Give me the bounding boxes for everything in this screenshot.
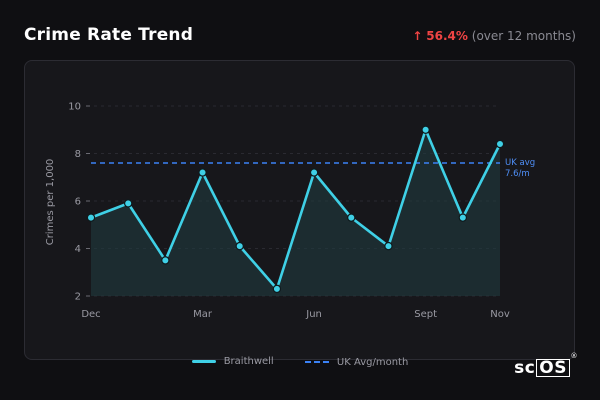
series-line-braithwell: [89, 128, 502, 291]
x-tick-label: Jun: [305, 309, 322, 320]
trend-period-note: (over 12 months): [471, 29, 576, 43]
data-point[interactable]: [235, 241, 244, 251]
scos-logo: sc OS ®: [514, 352, 577, 378]
x-tick-label: Dec: [81, 309, 100, 320]
legend-item-braithwell[interactable]: Braithwell: [191, 356, 274, 367]
registered-mark-icon: ®: [570, 352, 578, 360]
legend-item-uk-avg[interactable]: UK Avg/month: [304, 356, 409, 368]
data-point[interactable]: [458, 213, 468, 222]
trend-summary: ↑ 56.4% (over 12 months): [412, 29, 576, 43]
data-point[interactable]: [309, 168, 319, 177]
data-point[interactable]: [161, 256, 170, 265]
logo-text: sc: [514, 358, 536, 378]
y-tick-label: 10: [68, 102, 81, 113]
data-point[interactable]: [421, 125, 430, 134]
series-area-fill: [91, 129, 500, 296]
chart-legend: Braithwell UK Avg/month: [0, 355, 600, 368]
data-point[interactable]: [198, 168, 207, 177]
data-point[interactable]: [86, 213, 96, 222]
reference-line-value: 7.6/m: [505, 169, 530, 179]
y-tick-label: 8: [75, 149, 81, 160]
legend-solid-line-icon: [191, 360, 216, 363]
chart-title: Crime Rate Trend: [24, 25, 194, 45]
x-tick-label: Sept: [414, 309, 437, 320]
y-tick-label: 2: [75, 292, 81, 303]
logo-boxed-text: OS: [536, 359, 570, 377]
legend-dashed-line-icon: [304, 361, 329, 363]
y-tick-label: 6: [75, 197, 81, 208]
legend-label-uk-avg: UK Avg/month: [336, 356, 409, 368]
y-axis-label: Crimes per 1,000: [45, 159, 56, 246]
trend-up-arrow-icon: ↑: [412, 29, 423, 43]
x-tick-label: Nov: [490, 309, 510, 320]
legend-label-braithwell: Braithwell: [223, 356, 274, 367]
data-point[interactable]: [347, 213, 356, 222]
data-point[interactable]: [495, 139, 505, 149]
trend-percentage: 56.4%: [426, 29, 468, 43]
data-point[interactable]: [123, 199, 133, 208]
data-point[interactable]: [272, 284, 282, 294]
data-point[interactable]: [384, 241, 393, 251]
x-tick-label: Mar: [193, 309, 213, 320]
y-tick-label: 4: [75, 244, 81, 255]
reference-line-label: UK avg: [505, 158, 535, 168]
